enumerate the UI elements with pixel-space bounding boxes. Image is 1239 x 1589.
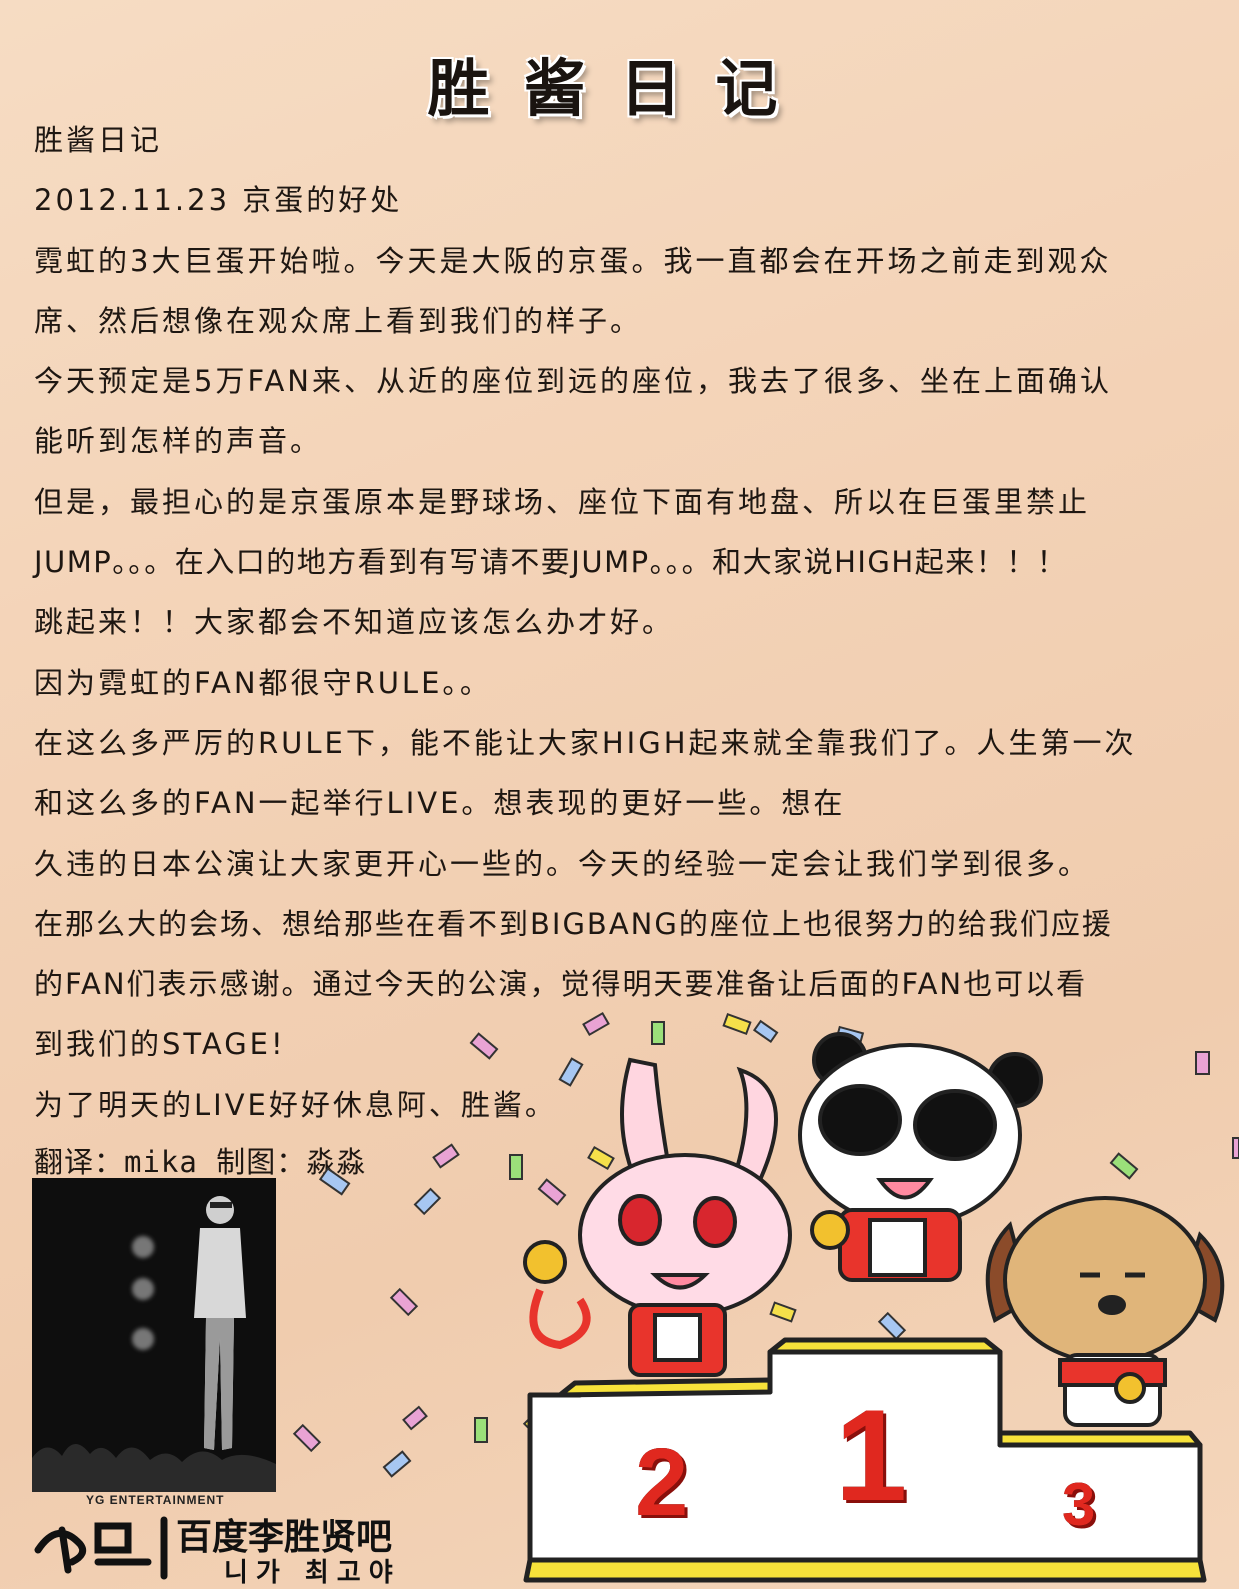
dog-mascot-icon	[985, 1196, 1225, 1427]
stage-light	[132, 1278, 154, 1300]
logo-mark-icon	[34, 1516, 168, 1580]
diary-line: 但是，最担心的是京蛋原本是野球场、座位下面有地盘、所以在巨蛋里禁止	[34, 484, 1091, 519]
medal-icon	[1114, 1372, 1146, 1404]
diary-signoff: 为了明天的LIVE好好休息阿、胜酱。	[34, 1087, 557, 1122]
diary-line: 在那么大的会场、想给那些在看不到BIGBANG的座位上也很努力的给我们应援	[34, 906, 1113, 941]
logo-korean-text: 니가 최고야	[224, 1558, 401, 1588]
concert-photo	[32, 1178, 276, 1492]
diary-line: 跳起来！！大家都会不知道应该怎么办才好。	[34, 605, 675, 640]
stage-light	[132, 1236, 154, 1258]
podium-number-first: 1	[835, 1382, 908, 1528]
performer-figure	[194, 1196, 246, 1450]
medal-icon	[810, 1210, 850, 1250]
logo-title: 百度李胜贤吧	[176, 1516, 393, 1558]
photo-caption: YG ENTERTAINMENT	[86, 1493, 225, 1507]
credit-line: 翻译：mika 制图：淼淼	[34, 1145, 367, 1180]
diary-line: 今天预定是5万FAN来、从近的座位到远的座位，我去了很多、坐在上面确认	[34, 364, 1113, 399]
crowd-silhouette	[32, 1443, 276, 1492]
diary-line: JUMP。。。在入口的地方看到有写请不要JUMP。。。和大家说HIGH起来！！！	[34, 545, 1068, 580]
diary-line: 的FAN们表示感谢。通过今天的公演，觉得明天要准备让后面的FAN也可以看	[34, 967, 1088, 1002]
diary-line: 能听到怎样的声音。	[34, 424, 323, 459]
diary-line: 在这么多严厉的RULE下，能不能让大家HIGH起来就全靠我们了。人生第一次	[34, 725, 1137, 760]
page-title: 胜酱日记	[427, 52, 812, 125]
diary-date-line: 2012.11.23 京蛋的好处	[34, 183, 403, 218]
diary-line: 因为霓虹的FAN都很守RULE。。	[34, 665, 492, 700]
diary-line: 胜酱日记	[34, 123, 163, 157]
diary-line: 和这么多的FAN一起举行LIVE。想表现的更好一些。想在	[34, 786, 846, 821]
diary-body: 胜酱日记 2012.11.23 京蛋的好处 霓虹的3大巨蛋开始啦。今天是大阪的京…	[34, 110, 1224, 1189]
diary-line: 久违的日本公演让大家更开心一些的。今天的经验一定会让我们学到很多。	[34, 846, 1091, 881]
podium-number-second: 2	[635, 1429, 689, 1536]
stage-light	[132, 1328, 154, 1350]
podium-number-third: 3	[1062, 1471, 1096, 1538]
diary-line: 席、然后想像在观众席上看到我们的样子。	[34, 303, 643, 338]
diary-line: 到我们的STAGE!	[34, 1027, 286, 1062]
diary-line: 霓虹的3大巨蛋开始啦。今天是大阪的京蛋。我一直都会在开场之前走到观众	[34, 243, 1112, 278]
medal-icon	[523, 1240, 567, 1284]
